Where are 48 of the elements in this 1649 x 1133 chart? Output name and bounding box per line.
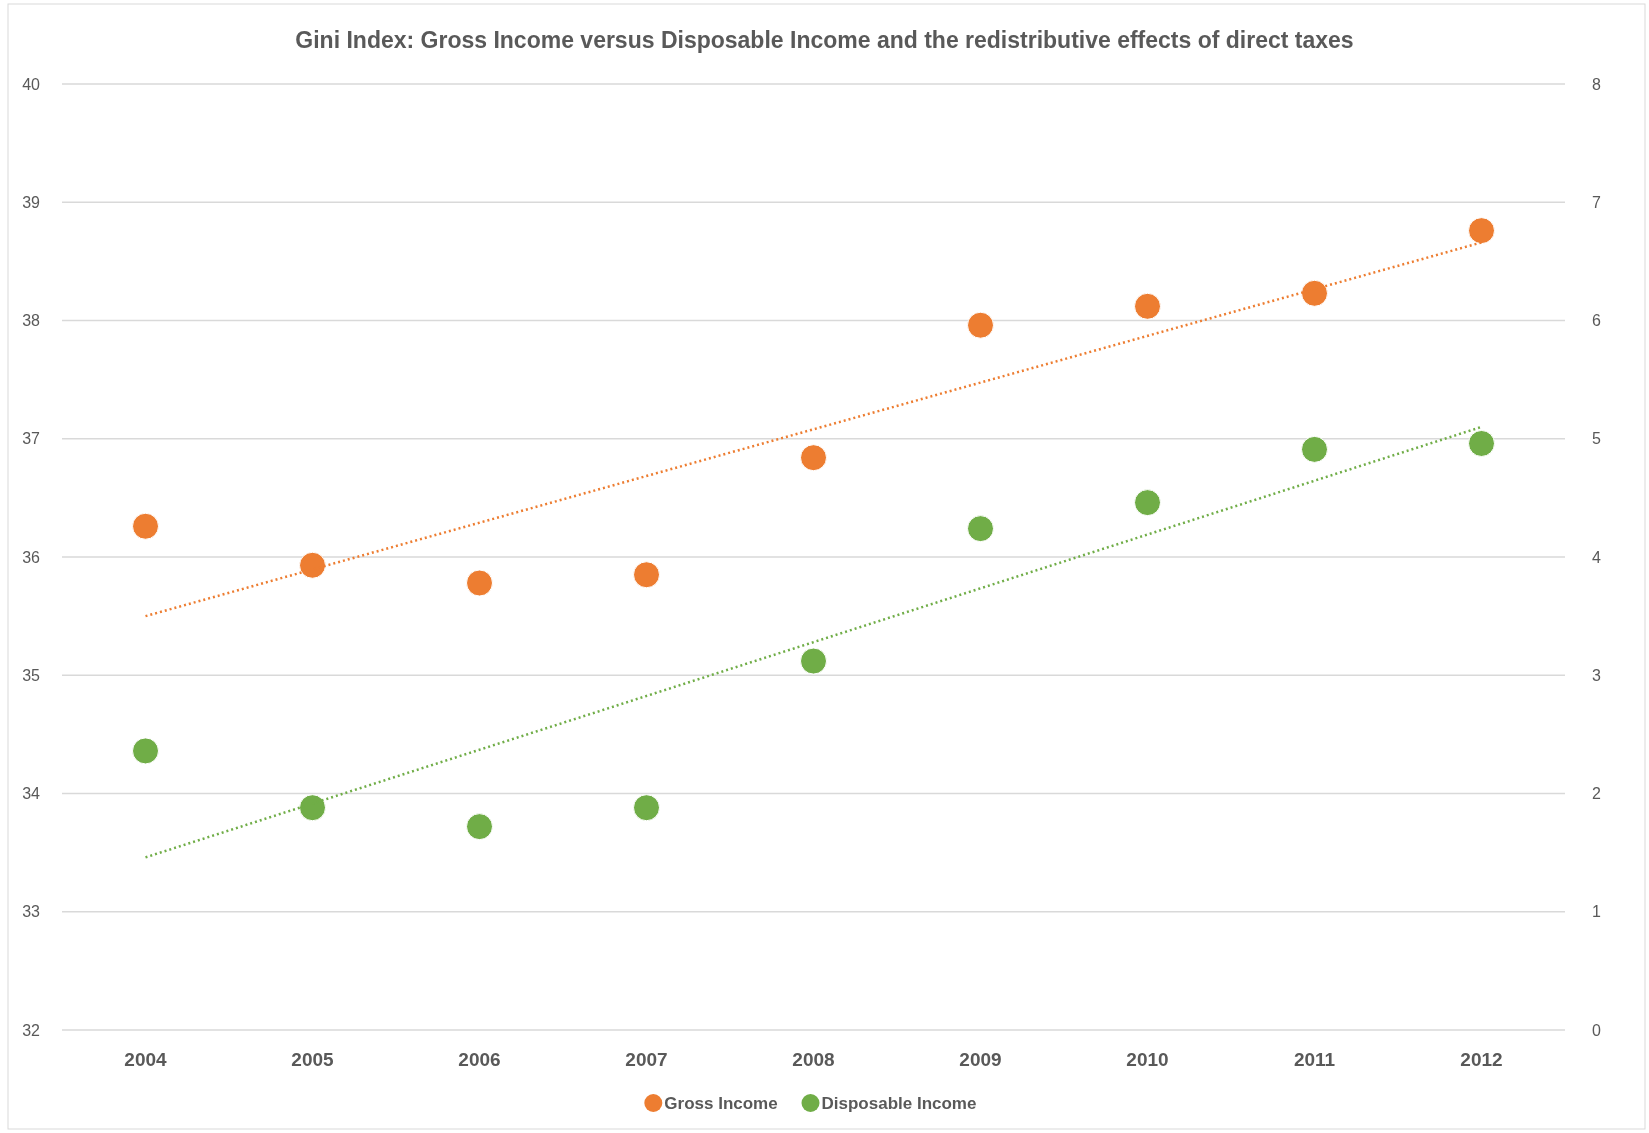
point xyxy=(1468,217,1495,245)
x-tick-label: 2008 xyxy=(792,1049,835,1070)
x-tick-label: 2011 xyxy=(1293,1049,1336,1070)
y2-tick-label: 4 xyxy=(1592,548,1601,566)
y-tick-label: 32 xyxy=(22,1021,41,1039)
chart-title: Gini Index: Gross Income versus Disposable Income and the redistributive effects of direct taxes xyxy=(295,27,1354,53)
point xyxy=(1134,489,1161,517)
point xyxy=(967,515,994,543)
x-tick-label: 2007 xyxy=(625,1049,668,1070)
point xyxy=(633,794,660,822)
y2-tick-label: 7 xyxy=(1592,193,1601,211)
y2-tick-label: 0 xyxy=(1592,1021,1601,1039)
point xyxy=(132,512,159,540)
legend-label: Gross Income xyxy=(664,1093,778,1113)
y-tick-label: 40 xyxy=(22,75,41,93)
y2-tick-label: 8 xyxy=(1592,75,1601,93)
x-tick-label: 2006 xyxy=(458,1049,501,1070)
point xyxy=(633,561,660,589)
point xyxy=(1301,279,1328,307)
point xyxy=(800,444,827,472)
point xyxy=(299,551,326,579)
point xyxy=(1468,429,1495,457)
y-tick-label: 38 xyxy=(22,312,41,330)
y-tick-label: 37 xyxy=(22,430,41,448)
point xyxy=(466,569,493,597)
point xyxy=(132,737,159,765)
legend-label: Disposable Income xyxy=(821,1093,977,1113)
y2-tick-label: 5 xyxy=(1592,430,1601,448)
point xyxy=(967,311,994,339)
y-tick-label: 34 xyxy=(22,785,41,803)
point xyxy=(1134,292,1161,320)
y-tick-label: 33 xyxy=(22,903,41,921)
point xyxy=(800,647,827,675)
y2-tick-label: 3 xyxy=(1592,666,1601,684)
point xyxy=(299,794,326,822)
x-tick-label: 2004 xyxy=(124,1049,168,1070)
y-tick-label: 39 xyxy=(22,193,41,211)
y2-tick-label: 1 xyxy=(1592,903,1601,921)
point xyxy=(466,813,493,841)
point xyxy=(1301,435,1328,463)
y2-tick-label: 6 xyxy=(1592,312,1601,330)
x-tick-label: 2009 xyxy=(959,1049,1002,1070)
x-tick-label: 2005 xyxy=(291,1049,335,1070)
x-tick-label: 2010 xyxy=(1126,1049,1169,1070)
y-tick-label: 36 xyxy=(22,548,41,566)
x-tick-label: 2012 xyxy=(1460,1049,1503,1070)
y-tick-label: 35 xyxy=(22,666,41,684)
y2-tick-label: 2 xyxy=(1592,785,1601,803)
